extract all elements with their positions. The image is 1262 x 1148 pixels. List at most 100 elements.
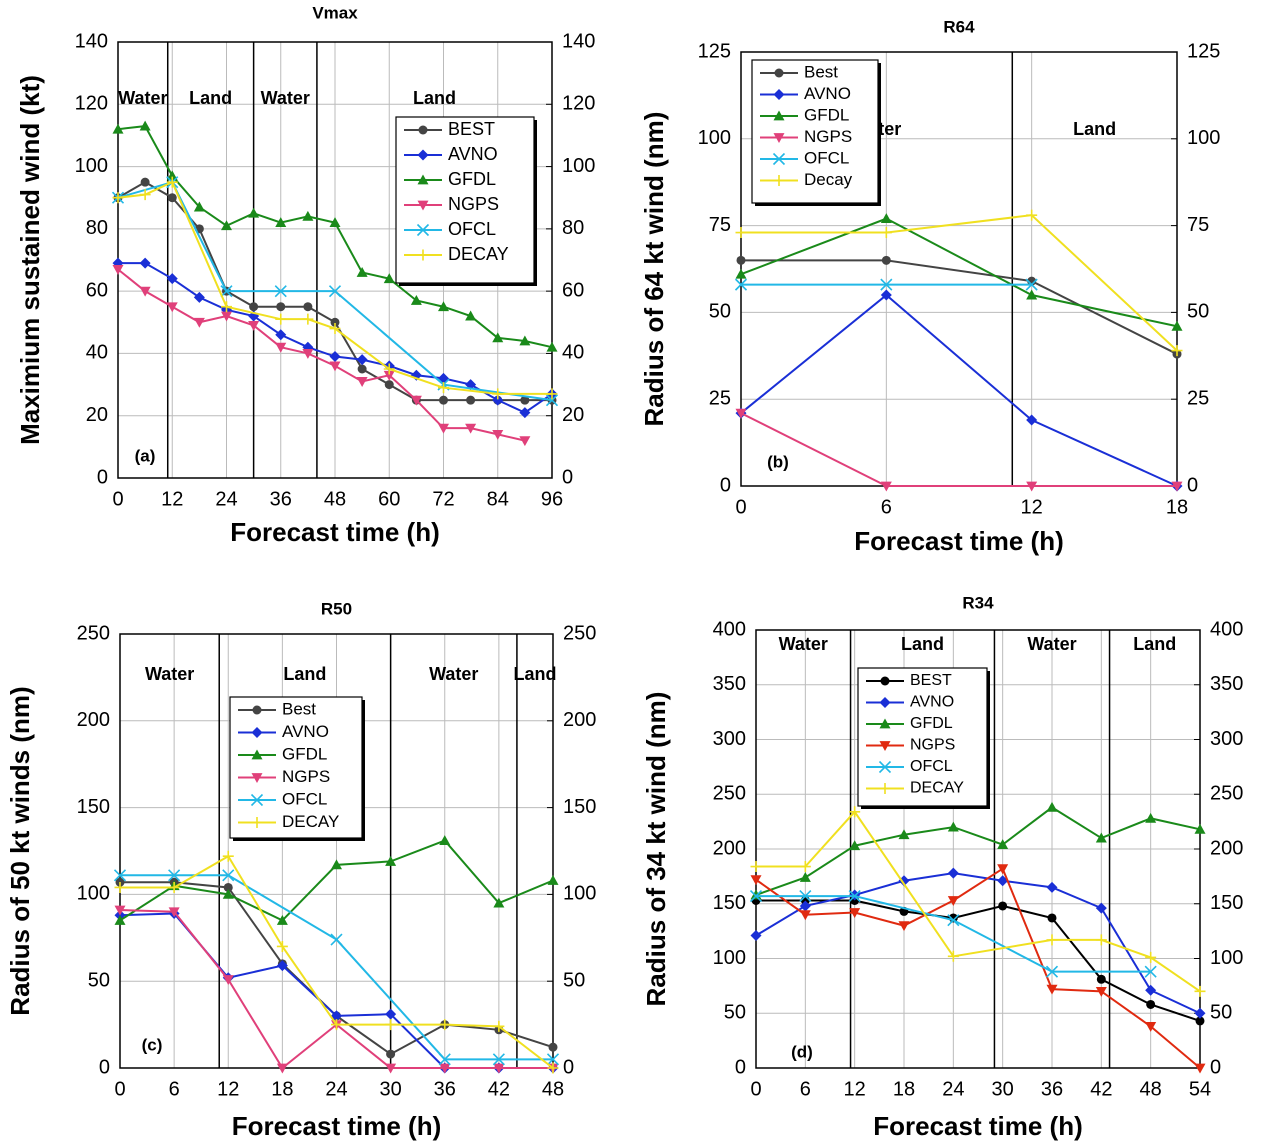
marker <box>799 890 812 903</box>
series-line <box>756 895 1151 973</box>
marker <box>947 896 959 906</box>
y-tick-label: 250 <box>77 622 110 644</box>
marker <box>799 910 811 921</box>
legend-label: AVNO <box>804 84 851 103</box>
x-tick-label: 0 <box>750 1078 761 1100</box>
marker <box>519 436 531 447</box>
marker <box>1026 481 1038 492</box>
marker <box>276 940 288 952</box>
marker <box>416 223 430 237</box>
marker <box>492 430 504 440</box>
marker <box>1145 1021 1157 1032</box>
marker <box>139 257 151 269</box>
marker <box>331 859 342 870</box>
marker <box>773 89 785 100</box>
marker <box>417 249 429 261</box>
marker <box>222 888 234 899</box>
marker <box>385 1063 397 1074</box>
marker <box>1194 1007 1206 1019</box>
marker <box>880 289 892 301</box>
marker <box>220 285 233 298</box>
marker <box>493 897 505 908</box>
x-tick-label: 96 <box>541 488 563 510</box>
marker <box>438 1053 451 1066</box>
legend-label: AVNO <box>910 694 954 711</box>
panel-label: (c) <box>142 1035 163 1054</box>
legend-label: OFCL <box>448 219 496 239</box>
marker <box>385 1019 397 1031</box>
marker <box>898 921 910 932</box>
marker <box>466 395 476 405</box>
x-tick-label: 18 <box>1166 496 1188 518</box>
y-axis-label: Radius of 34 kt wind (nm) <box>641 692 671 1007</box>
marker <box>221 301 232 313</box>
marker <box>139 286 151 297</box>
marker <box>356 377 368 387</box>
marker <box>898 829 910 840</box>
marker <box>249 302 259 312</box>
legend-label: GFDL <box>448 169 496 189</box>
region-label: Land <box>1073 119 1116 139</box>
region-label: Water <box>118 88 167 108</box>
x-tick-label: 48 <box>1140 1078 1162 1100</box>
y-tick-label: 100 <box>77 883 110 905</box>
y-axis-label: Radius of 50 kt winds (nm) <box>5 686 35 1015</box>
marker <box>947 950 959 962</box>
panel-label: (a) <box>135 446 156 465</box>
y-tick-label: 75 <box>709 214 731 236</box>
y-tick-label: 120 <box>75 93 108 115</box>
marker <box>519 407 531 419</box>
marker <box>492 1053 505 1066</box>
y-tick-label: 200 <box>77 709 110 731</box>
marker <box>879 783 891 794</box>
x-tick-label: 54 <box>1189 1078 1211 1100</box>
marker <box>735 227 747 239</box>
y2-tick-label: 140 <box>562 30 595 52</box>
marker <box>773 133 785 143</box>
marker <box>849 806 861 818</box>
marker <box>166 302 178 313</box>
marker <box>275 313 287 325</box>
series-line <box>117 268 526 442</box>
marker <box>222 869 235 882</box>
x-tick-label: 12 <box>217 1078 239 1100</box>
marker <box>997 839 1009 850</box>
x-tick-label: 0 <box>735 496 746 518</box>
marker <box>302 349 314 359</box>
x-tick-label: 48 <box>324 488 346 510</box>
marker <box>410 294 422 305</box>
y-tick-label: 0 <box>735 1056 746 1078</box>
marker <box>1095 934 1107 946</box>
marker <box>139 189 151 201</box>
marker <box>193 201 205 212</box>
marker <box>799 871 811 882</box>
x-tick-label: 72 <box>432 488 454 510</box>
marker <box>221 220 232 231</box>
legend-label: NGPS <box>804 127 852 146</box>
marker <box>250 793 264 807</box>
marker <box>114 914 126 925</box>
region-label: Land <box>901 634 944 654</box>
marker <box>465 310 477 321</box>
x-tick-label: 24 <box>215 488 237 510</box>
marker <box>248 321 260 331</box>
x-tick-label: 6 <box>800 1078 811 1100</box>
marker <box>251 817 263 828</box>
legend-label: GFDL <box>282 744 327 763</box>
x-tick-label: 36 <box>1041 1078 1063 1100</box>
y-tick-label: 100 <box>75 155 108 177</box>
y-tick-label: 40 <box>86 342 108 364</box>
marker <box>879 718 891 729</box>
marker <box>113 869 127 882</box>
marker <box>439 1063 451 1074</box>
legend-label: DECAY <box>282 812 339 831</box>
marker <box>384 380 394 390</box>
y-tick-label: 100 <box>713 947 746 969</box>
marker <box>750 930 762 942</box>
y-tick-label: 150 <box>77 796 110 818</box>
marker <box>546 1053 560 1066</box>
legend-label: NGPS <box>910 737 955 754</box>
marker <box>356 354 368 366</box>
marker <box>329 323 341 335</box>
series-line <box>756 810 1201 993</box>
